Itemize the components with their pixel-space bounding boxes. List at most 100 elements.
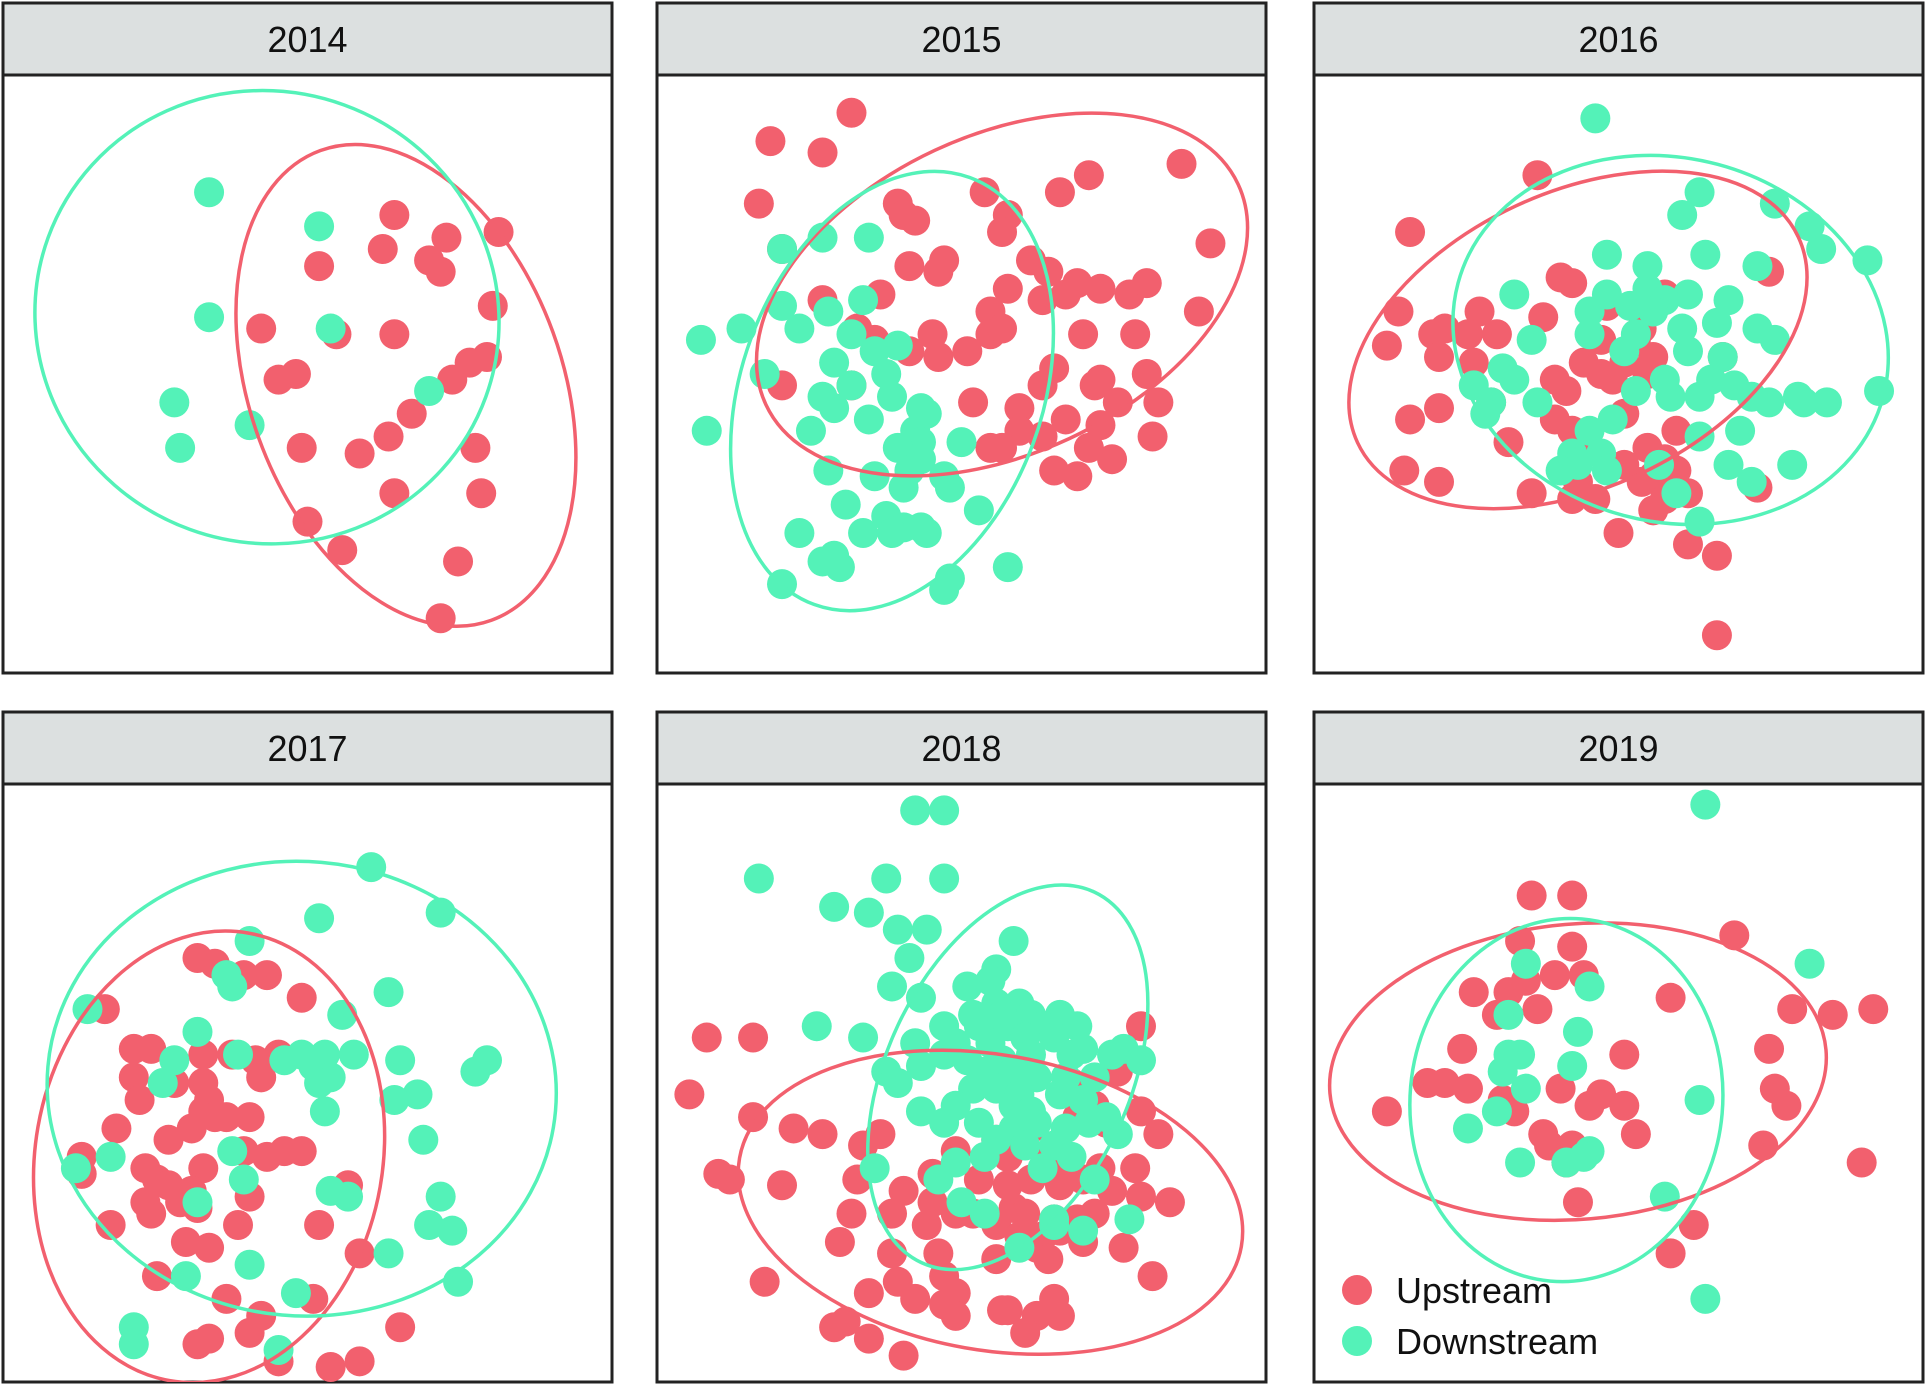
point-upstream [1050,404,1081,435]
point-downstream [165,432,196,463]
point-upstream [738,1022,769,1053]
point-downstream [118,1329,149,1360]
point-downstream [795,415,826,446]
point-downstream [159,1045,190,1076]
panel-2016: 2016 [1312,1,1925,675]
point-upstream [1166,148,1197,179]
point-downstream [223,1039,254,1070]
point-upstream [477,290,508,321]
point-upstream [1068,319,1099,350]
point-upstream [1452,319,1483,350]
point-upstream [396,398,427,429]
point-upstream [1701,540,1732,571]
ellipse-upstream [1327,921,1829,1223]
point-downstream [819,393,850,424]
point-downstream [877,518,908,549]
point-downstream [929,795,960,826]
point-upstream [1655,982,1686,1013]
point-downstream [952,971,983,1002]
point-upstream [1120,319,1151,350]
point-downstream [1056,1039,1087,1070]
point-downstream [1713,285,1744,316]
point-downstream [170,1261,201,1292]
point-downstream [946,427,977,458]
point-upstream [1678,1210,1709,1240]
point-upstream [367,234,398,265]
panel-2014: 2014 [1,1,614,675]
point-upstream [211,1283,242,1314]
point-upstream [286,1136,317,1167]
point-downstream [1684,506,1715,537]
point-downstream [1499,364,1530,395]
point-upstream [1371,330,1402,361]
point-upstream [1609,1090,1640,1121]
point-upstream [987,217,1018,247]
point-upstream [136,1033,167,1064]
point-downstream [194,302,225,333]
point-downstream [929,863,960,894]
point-upstream [1493,427,1524,458]
point-upstream [176,1113,207,1144]
point-upstream [1522,994,1553,1025]
point-downstream [1811,387,1842,418]
point-upstream [379,319,410,350]
point-downstream [882,432,913,463]
point-downstream [1736,466,1767,497]
point-upstream [1557,880,1588,911]
point-downstream [1632,251,1663,282]
point-upstream [1516,880,1547,911]
point-downstream [743,863,774,894]
panel-strip [1,710,614,786]
point-downstream [894,943,925,974]
point-upstream [1562,1187,1593,1218]
ellipse-downstream [728,169,1056,613]
point-upstream [853,1323,884,1354]
point-upstream [877,1238,908,1269]
point-upstream [431,222,462,253]
point-upstream [1062,461,1093,492]
point-upstream [460,432,491,463]
point-downstream [929,1039,960,1070]
point-upstream [1557,268,1588,299]
panel-title: 2019 [1578,728,1658,769]
point-downstream [304,1068,335,1098]
point-downstream [1684,1085,1715,1116]
point-upstream [1418,319,1449,350]
point-upstream [118,1062,149,1093]
point-downstream [1788,387,1819,418]
point-downstream [1062,1011,1093,1042]
point-upstream [223,1210,254,1240]
point-upstream [315,1352,346,1382]
point-downstream [315,313,346,344]
point-downstream [1079,1164,1110,1195]
point-upstream [1777,994,1808,1025]
point-downstream [217,1136,248,1167]
point-downstream [882,1068,913,1098]
point-downstream [1499,279,1530,310]
point-upstream [344,438,375,469]
point-downstream [182,1016,213,1047]
point-upstream [1481,319,1512,350]
point-downstream [1056,1141,1087,1172]
point-downstream [1597,404,1628,435]
point-downstream [263,1334,294,1365]
point-upstream [1522,160,1553,191]
point-upstream [1846,1147,1877,1178]
point-upstream [304,251,335,282]
point-downstream [1667,199,1698,230]
point-downstream [327,999,358,1030]
point-downstream [685,324,716,355]
point-downstream [836,370,867,401]
point-upstream [778,1113,809,1144]
point-downstream [182,1187,213,1218]
point-downstream [1114,1204,1145,1235]
point-downstream [1754,387,1785,418]
point-upstream [292,506,323,537]
point-downstream [234,1249,265,1280]
point-downstream [911,914,942,945]
point-downstream [1690,239,1721,270]
point-upstream [1672,529,1703,560]
point-upstream [1539,960,1570,991]
point-upstream [1701,620,1732,651]
